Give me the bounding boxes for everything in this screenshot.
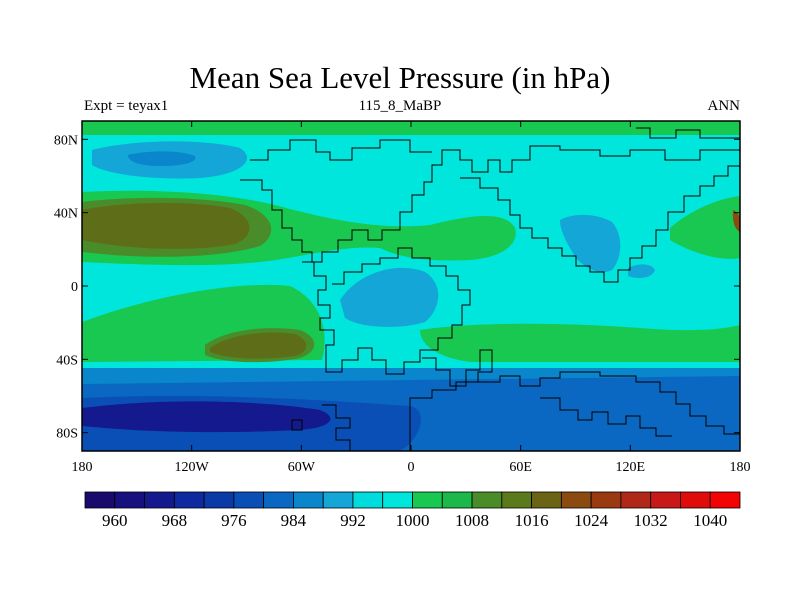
x-tick-label: 120E	[616, 460, 646, 475]
coast-india-block	[540, 397, 672, 437]
band-1020-north	[82, 202, 250, 249]
y-tick-label: 40N	[54, 207, 78, 222]
band-arctic	[82, 121, 740, 135]
x-axis: 180 120W 60W 0 60E 120E 180	[72, 121, 751, 475]
low-aleutian-core	[128, 151, 196, 166]
x-tick-label: 180	[730, 460, 751, 475]
colorbar-swatch	[441, 491, 473, 509]
x-tick-label: 60W	[288, 460, 316, 475]
band-east-high	[670, 196, 740, 259]
coast-north-east	[460, 165, 740, 283]
y-axis: 80N 40N 0 40S 80S	[54, 133, 740, 442]
y-tick-label: 0	[71, 280, 78, 295]
colorbar-label: 1016	[515, 511, 549, 530]
colorbar-swatch	[382, 491, 413, 509]
x-tick-label: 180	[72, 460, 93, 475]
coast-antarctica	[409, 349, 740, 451]
colorbar-swatch	[84, 491, 116, 509]
band-972-south	[82, 401, 331, 433]
colorbar-label: 1040	[693, 511, 727, 530]
coast-south-america-north	[302, 247, 471, 375]
colorbar-swatch	[293, 491, 324, 509]
colorbar-swatch	[590, 491, 622, 509]
colorbar-label: 984	[281, 511, 307, 530]
coastlines	[240, 127, 740, 451]
colorbar-label: 1024	[574, 511, 609, 530]
colorbar-label: 1000	[396, 511, 430, 530]
y-tick-label: 80S	[56, 427, 78, 442]
colorbar-swatch	[352, 491, 384, 509]
colorbar-swatch	[233, 491, 265, 509]
contour-fill	[82, 121, 740, 451]
x-tick-label: 0	[408, 460, 415, 475]
colorbar-swatch	[560, 491, 592, 509]
colorbar-swatch	[322, 491, 354, 509]
colorbar-swatch	[650, 491, 681, 509]
band-1020-south	[210, 332, 307, 359]
experiment-label: Expt = teyax1	[84, 98, 169, 114]
colorbar-swatch	[680, 491, 711, 509]
coast-north-loop	[250, 139, 432, 161]
colorbar-label: 960	[102, 511, 128, 530]
low-asia-east	[628, 264, 655, 278]
colorbar-swatch	[471, 491, 503, 509]
colorbar-swatch	[501, 491, 532, 509]
x-tick-label: 60E	[509, 460, 532, 475]
colorbar-swatch	[412, 491, 443, 509]
colorbar-swatch	[263, 491, 294, 509]
x-tick-label: 120W	[175, 460, 210, 475]
colorbar-swatch	[114, 491, 145, 509]
low-asia	[560, 214, 621, 273]
coast-gondwana-south	[322, 404, 351, 451]
colorbar-swatch	[709, 491, 741, 509]
season-label: ANN	[707, 98, 741, 114]
low-south-america	[340, 267, 439, 327]
colorbar-label: 968	[162, 511, 188, 530]
colorbar-swatch	[173, 491, 205, 509]
band-south-indian-high	[420, 323, 740, 362]
band-1024-east	[732, 210, 740, 232]
colorbar: 960 968 976 984 992 1000 1008 1016 1024 1032 1040	[84, 491, 741, 530]
colorbar-swatch	[203, 491, 235, 509]
colorbar-label: 976	[221, 511, 247, 530]
coast-north-laurasia	[240, 145, 740, 263]
y-tick-label: 40S	[56, 353, 78, 368]
coast-east-asia	[636, 127, 740, 139]
colorbar-label: 992	[340, 511, 366, 530]
colorbar-label: 1032	[634, 511, 668, 530]
period-label: 115_8_MaBP	[358, 98, 442, 114]
colorbar-swatch	[144, 491, 175, 509]
y-tick-label: 80N	[54, 133, 78, 148]
colorbar-swatch	[531, 491, 562, 509]
map-title: Mean Sea Level Pressure (in hPa)	[189, 60, 611, 95]
colorbar-swatch	[620, 491, 652, 509]
colorbar-label: 1008	[455, 511, 489, 530]
coast-island-west	[291, 419, 303, 431]
